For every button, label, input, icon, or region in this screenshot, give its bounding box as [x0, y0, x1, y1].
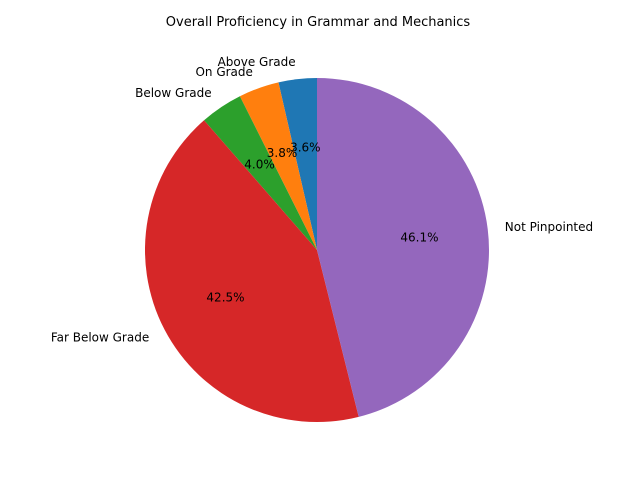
pie-slice-far-below-grade: [144, 120, 359, 423]
pie-slice-on-grade: [239, 82, 317, 250]
chart-title: Overall Proficiency in Grammar and Mecha…: [166, 15, 471, 30]
pie-slice-below-grade: [204, 96, 317, 250]
slice-label-above-grade: Above Grade: [218, 55, 296, 69]
slice-percent-above-grade: 3.6%: [290, 140, 321, 154]
pie-slice-not-pinpointed: [317, 78, 490, 417]
pie-slice-above-grade: [278, 78, 317, 250]
slice-percent-on-grade: 3.8%: [267, 146, 298, 160]
slice-label-not-pinpointed: Not Pinpointed: [505, 220, 593, 234]
slice-percent-not-pinpointed: 46.1%: [400, 230, 438, 244]
slice-label-on-grade: On Grade: [195, 65, 252, 79]
pie-percent-labels: 3.6%3.8%4.0% 42.5% 46.1%: [206, 140, 438, 304]
slice-percent-below-grade: 4.0%: [244, 157, 275, 171]
slice-label-below-grade: Below Grade: [135, 86, 212, 100]
pie-slices: [144, 78, 490, 423]
slice-label-far-below-grade: Far Below Grade: [51, 330, 149, 344]
slice-percent-far-below-grade: 42.5%: [206, 291, 244, 305]
